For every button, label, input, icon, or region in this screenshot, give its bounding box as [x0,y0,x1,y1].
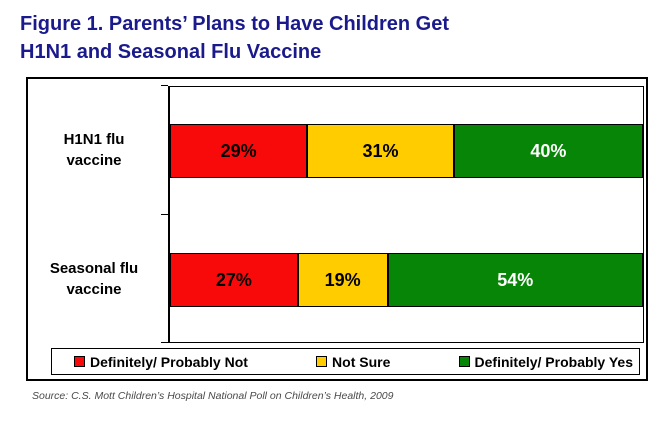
bar-value-label: 40% [530,140,567,161]
figure-title: Figure 1. Parents’ Plans to Have Childre… [20,10,640,66]
category-label: Seasonal flu vaccine [28,258,160,300]
bar-segment: 31% [307,124,454,178]
figure-title-line2: H1N1 and Seasonal Flu Vaccine [20,41,322,63]
legend-swatch-icon [458,356,470,367]
bar-segment: 19% [297,253,388,307]
category-label-line: Seasonal flu [49,260,139,277]
legend-swatch-icon [74,356,85,367]
bar-row: 27% 19% 54% [170,253,643,307]
bar-segment: 29% [170,124,308,178]
plot-area: 29% 31% 40% 27% 19% 54% [168,86,644,343]
legend-item: Definitely/ Probably Yes [458,353,633,370]
source-note: Source: C.S. Mott Children’s Hospital Na… [32,390,394,402]
legend-item: Definitely/ Probably Not [74,354,248,370]
axis-tick-bottom [161,342,168,343]
axis-tick-middle [161,214,168,215]
legend: Definitely/ Probably Not Not Sure Definite… [51,348,640,375]
legend-item: Not Sure [316,354,390,370]
bar-segment: 40% [453,124,643,178]
legend-label: Not Sure [332,353,391,370]
category-label: H1N1 flu vaccine [28,129,160,171]
bar-value-label: 54% [497,269,534,290]
bar-value-label: 29% [220,140,257,161]
category-label-line: vaccine [66,152,122,169]
category-label-line: vaccine [66,281,122,298]
legend-swatch-icon [316,356,328,367]
figure-title-line1: Figure 1. Parents’ Plans to Have Childre… [20,13,450,35]
bar-value-label: 27% [215,269,252,290]
axis-tick-top [161,85,168,86]
legend-label: Definitely/ Probably Not [90,353,248,370]
bar-segment: 27% [170,253,298,307]
category-label-line: H1N1 flu [63,131,125,148]
bar-value-label: 31% [362,140,399,161]
bar-row: 29% 31% 40% [170,124,643,178]
bar-segment: 54% [387,253,643,307]
bar-value-label: 19% [324,269,361,290]
legend-label: Definitely/ Probably Yes [474,353,633,370]
